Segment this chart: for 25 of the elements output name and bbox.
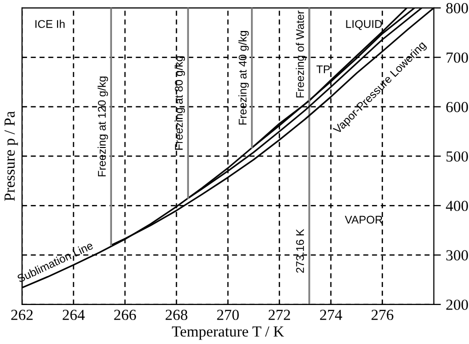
x-tick-label: 262 bbox=[11, 310, 33, 320]
x-tick-label: 276 bbox=[372, 310, 394, 320]
ref-line-label: 273.16 K bbox=[296, 228, 304, 273]
x-axis-title: Temperature T / K bbox=[172, 326, 284, 340]
x-tick-label: 264 bbox=[62, 310, 85, 320]
y-axis-title: Pressure p / Pa bbox=[4, 111, 18, 201]
y-tick-label: 700 bbox=[446, 52, 468, 63]
text: Freezing of Water bbox=[296, 10, 306, 98]
y-tick-label: 600 bbox=[446, 102, 468, 112]
y-tick-label: 200 bbox=[446, 300, 468, 310]
annotation: ICE Ih bbox=[35, 20, 65, 28]
x-tick-label: 266 bbox=[114, 310, 136, 320]
x-tick-label: 272 bbox=[268, 310, 290, 320]
x-tick-label: 274 bbox=[320, 310, 342, 320]
y-tick-label: 800 bbox=[446, 3, 468, 14]
x-tick-label: 268 bbox=[166, 310, 188, 320]
text: Freezing at 120 g/kg bbox=[98, 76, 108, 176]
y-tick-label: 500 bbox=[446, 151, 468, 162]
annotation: TP bbox=[316, 66, 330, 74]
annotation: VAPOR bbox=[344, 216, 382, 224]
text: Freezing at 40 g/kg bbox=[238, 30, 249, 124]
y-tick-label: 300 bbox=[446, 250, 468, 260]
x-tick-label: 270 bbox=[217, 310, 239, 320]
y-tick-label: 400 bbox=[446, 200, 468, 212]
annotation: LIQUID bbox=[346, 20, 382, 30]
